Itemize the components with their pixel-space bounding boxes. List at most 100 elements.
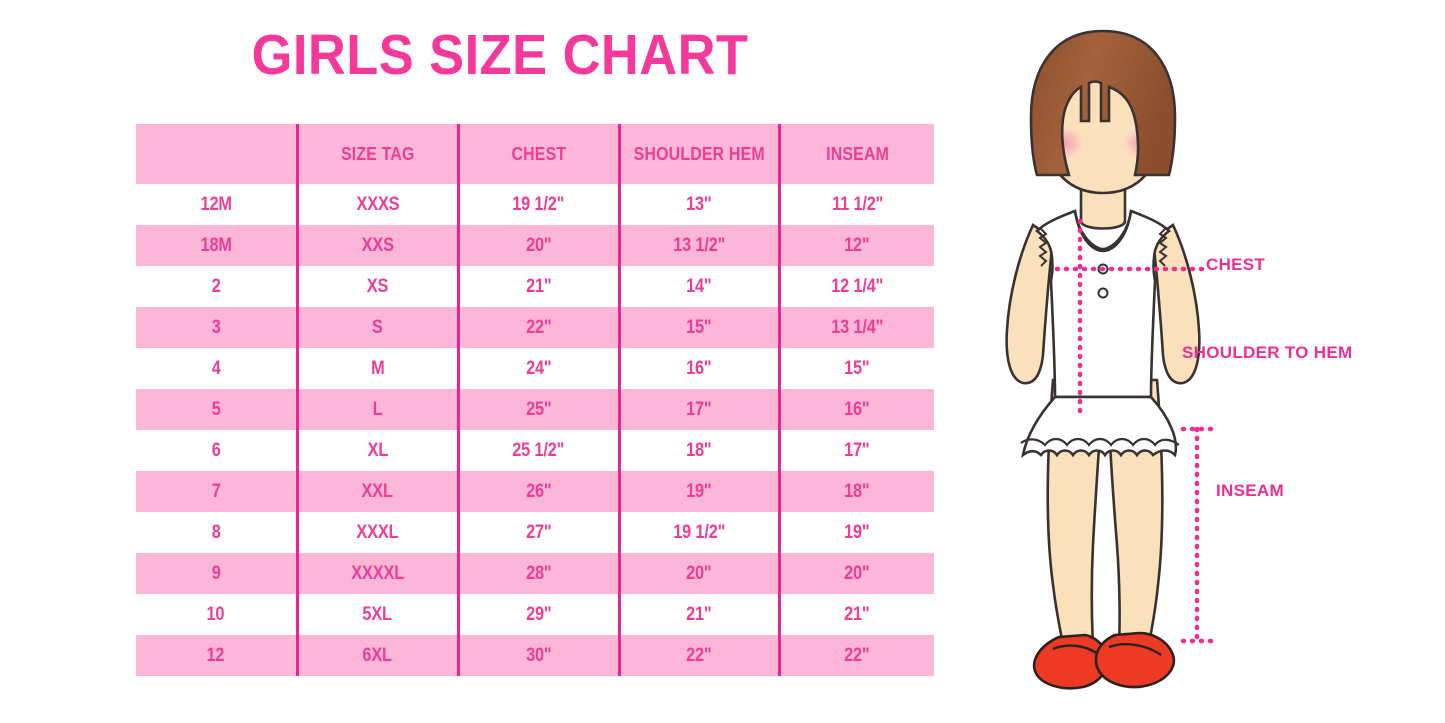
cell-size-tag-value: 6XL — [362, 644, 393, 666]
cell-size-tag: XS — [295, 266, 458, 307]
cell-size-tag: XXL — [295, 471, 458, 512]
cell-inseam-value: 17" — [844, 439, 871, 461]
girl-figure-illustration — [975, 25, 1275, 695]
cell-shoulder-hem: 13" — [617, 184, 779, 225]
cell-shoulder-hem: 19" — [617, 471, 779, 512]
cell-size: 10 — [136, 594, 297, 635]
cell-shoulder-hem: 22" — [617, 635, 779, 676]
skirt-group — [1020, 395, 1180, 459]
cell-size-value: 10 — [206, 603, 225, 625]
cell-chest: 19 1/2" — [456, 184, 619, 225]
column-header-chest-label: CHEST — [511, 143, 566, 164]
cell-chest: 30" — [456, 635, 619, 676]
cell-shoulder-hem-value: 20" — [686, 562, 712, 584]
cell-size-value: 4 — [211, 357, 221, 379]
cell-size-tag: XXS — [295, 225, 458, 266]
cell-size-tag-value: L — [372, 398, 383, 420]
cell-chest-value: 25" — [525, 398, 552, 420]
cell-inseam-value: 12" — [844, 234, 871, 256]
cell-chest-value: 22" — [525, 316, 552, 338]
cell-size-tag: 5XL — [295, 594, 458, 635]
cell-shoulder-hem-value: 16" — [686, 357, 712, 379]
cell-size-value: 12 — [206, 644, 225, 666]
cell-inseam-value: 12 1/4" — [831, 275, 884, 297]
cell-shoulder-hem: 15" — [617, 307, 779, 348]
cell-chest-value: 29" — [525, 603, 552, 625]
table-row: 5 L 25" 17" 16" — [136, 389, 934, 430]
cell-size-tag-value: XS — [366, 275, 389, 297]
inseam-end-caps — [1180, 426, 1216, 644]
cell-size-value: 7 — [211, 480, 221, 502]
cell-size: 6 — [136, 430, 297, 471]
measurement-lines-group — [1054, 218, 1210, 644]
cell-size-tag-value: XXS — [361, 234, 394, 256]
button-lower — [1097, 287, 1109, 299]
cell-size: 3 — [136, 307, 297, 348]
column-header-inseam: INSEAM — [777, 124, 934, 184]
cell-inseam: 12" — [777, 225, 934, 266]
cell-chest-value: 20" — [525, 234, 552, 256]
chest-measurement-label: CHEST — [1206, 255, 1266, 274]
cell-chest: 25 1/2" — [456, 430, 619, 471]
cell-shoulder-hem-value: 19" — [686, 480, 712, 502]
cell-shoulder-hem: 17" — [617, 389, 779, 430]
table-row: 18M XXS 20" 13 1/2" 12" — [136, 225, 934, 266]
table-row: 4 M 24" 16" 15" — [136, 348, 934, 389]
cell-chest-value: 21" — [525, 275, 552, 297]
cell-size-tag: S — [295, 307, 458, 348]
cell-size-tag-value: M — [370, 357, 385, 379]
cell-chest: 21" — [456, 266, 619, 307]
table-header: SIZE TAG CHEST SHOULDER HEM INSEAM — [136, 124, 934, 184]
cell-inseam-value: 19" — [844, 521, 871, 543]
cell-size-tag-value: XXL — [361, 480, 394, 502]
cell-size-value: 9 — [211, 562, 221, 584]
head-group — [1029, 29, 1177, 195]
table-row: 7 XXL 26" 19" 18" — [136, 471, 934, 512]
cell-size: 9 — [136, 553, 297, 594]
table-row: 10 5XL 29" 21" 21" — [136, 594, 934, 635]
column-header-shoulder-hem: SHOULDER HEM — [617, 124, 779, 184]
cell-chest-value: 25 1/2" — [512, 439, 565, 461]
cell-inseam-value: 11 1/2" — [831, 193, 883, 215]
cell-size-tag-value: XL — [367, 439, 388, 461]
cell-size-value: 12M — [200, 193, 232, 215]
cell-size-value: 6 — [211, 439, 221, 461]
cell-size: 12M — [136, 184, 297, 225]
column-header-shoulder-hem-label: SHOULDER HEM — [633, 143, 765, 164]
header-row: SIZE TAG CHEST SHOULDER HEM INSEAM — [136, 124, 934, 184]
table-row: 3 S 22" 15" 13 1/4" — [136, 307, 934, 348]
cell-inseam: 22" — [777, 635, 934, 676]
cell-shoulder-hem-value: 15" — [686, 316, 712, 338]
cell-shoulder-hem-value: 19 1/2" — [673, 521, 725, 543]
cell-shoulder-hem: 14" — [617, 266, 779, 307]
cell-shoulder-hem: 18" — [617, 430, 779, 471]
cell-size-tag-value: 5XL — [362, 603, 393, 625]
cell-inseam-value: 13 1/4" — [831, 316, 884, 338]
cell-inseam: 16" — [777, 389, 934, 430]
cell-size-tag-value: XXXL — [356, 521, 399, 543]
cell-shoulder-hem-value: 13 1/2" — [673, 234, 725, 256]
cell-size-tag: 6XL — [295, 635, 458, 676]
cell-size: 4 — [136, 348, 297, 389]
table-row: 9 XXXXL 28" 20" 20" — [136, 553, 934, 594]
shoes-group — [1032, 631, 1176, 690]
blouse-group — [1035, 209, 1171, 399]
column-header-size-tag-label: SIZE TAG — [340, 143, 415, 164]
cell-inseam-value: 15" — [844, 357, 871, 379]
column-header-chest: CHEST — [456, 124, 619, 184]
table-row: 8 XXXL 27" 19 1/2" 19" — [136, 512, 934, 553]
cell-chest: 28" — [456, 553, 619, 594]
cell-chest: 29" — [456, 594, 619, 635]
cell-chest: 24" — [456, 348, 619, 389]
cell-size-tag: XXXL — [295, 512, 458, 553]
table-row: 6 XL 25 1/2" 18" 17" — [136, 430, 934, 471]
cell-inseam: 17" — [777, 430, 934, 471]
size-chart-table: SIZE TAG CHEST SHOULDER HEM INSEAM 12M XX… — [136, 124, 934, 676]
cell-inseam-value: 20" — [844, 562, 871, 584]
cell-chest-value: 19 1/2" — [512, 193, 565, 215]
cell-inseam-value: 21" — [844, 603, 871, 625]
cell-size-value: 2 — [211, 275, 221, 297]
cell-size: 2 — [136, 266, 297, 307]
cell-size: 8 — [136, 512, 297, 553]
cell-chest-value: 24" — [525, 357, 552, 379]
